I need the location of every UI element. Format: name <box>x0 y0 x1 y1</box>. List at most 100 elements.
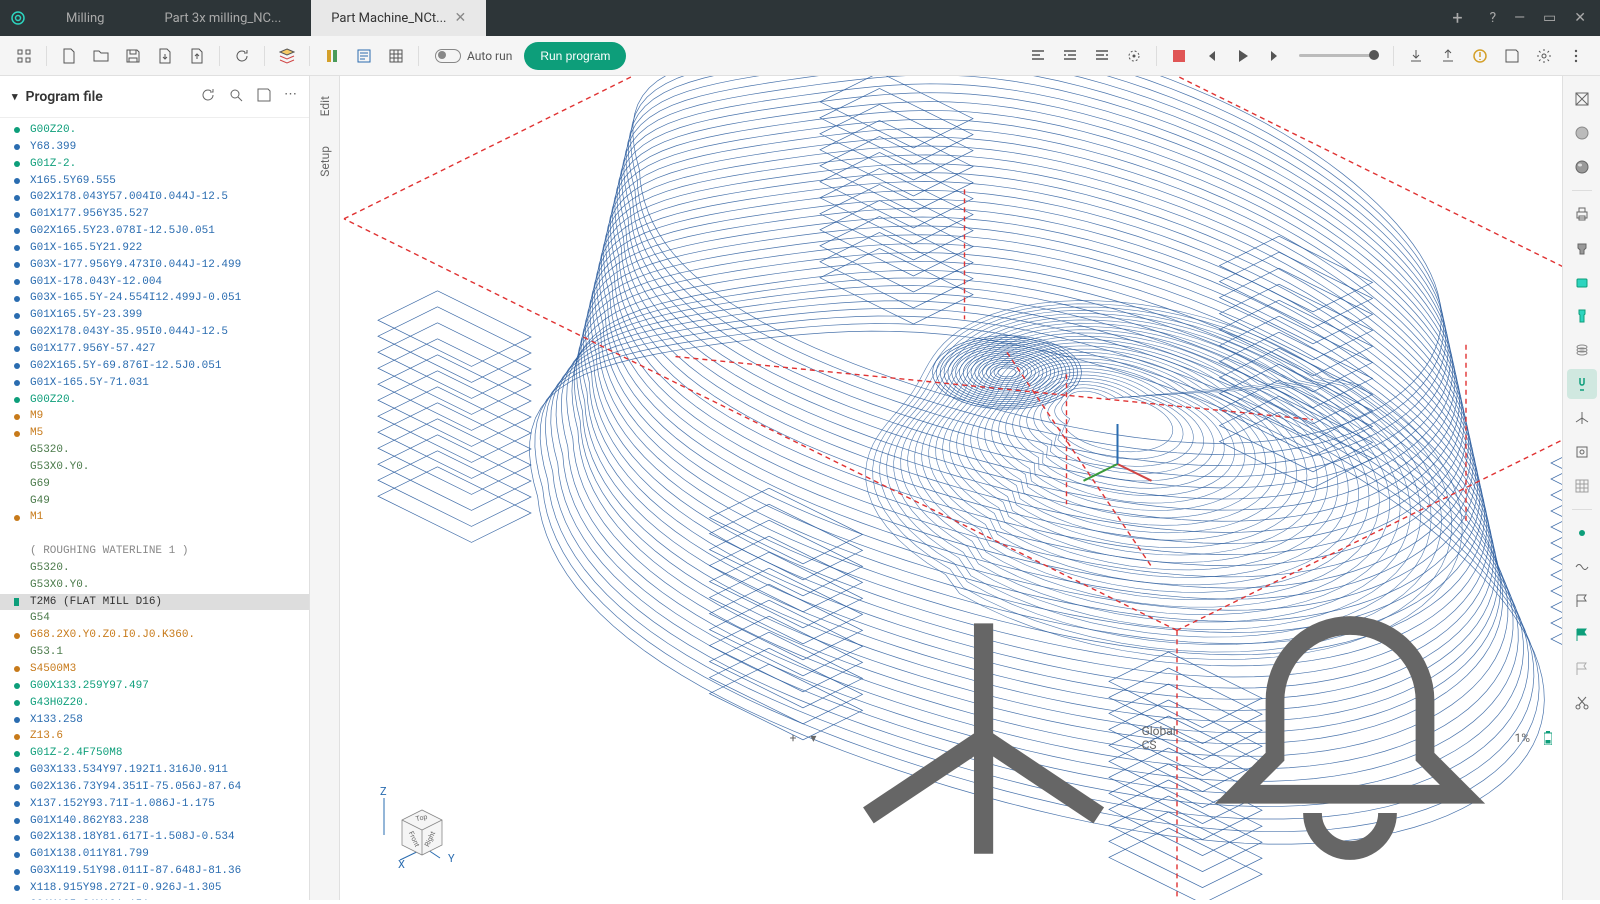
axis-icon[interactable] <box>1567 403 1597 433</box>
code-line[interactable]: G43H0Z20. <box>0 695 309 712</box>
run-program-button[interactable]: Run program <box>524 42 626 70</box>
code-line[interactable]: G53X0.Y0. <box>0 459 309 476</box>
settings-icon[interactable] <box>1530 42 1558 70</box>
warning-icon[interactable] <box>1466 42 1494 70</box>
code-line[interactable]: G5320. <box>0 442 309 459</box>
render-icon[interactable] <box>1567 152 1597 182</box>
code-line[interactable]: X137.152Y93.71I-1.086J-1.175 <box>0 796 309 813</box>
table-icon[interactable] <box>382 42 410 70</box>
more-sidebar-icon[interactable]: ⋯ <box>284 87 297 107</box>
code-line[interactable]: G02X136.73Y94.351I-75.056J-87.64 <box>0 779 309 796</box>
layers-icon[interactable] <box>273 42 301 70</box>
code-line[interactable]: G68.2X0.Y0.Z0.I0.J0.K360. <box>0 627 309 644</box>
code-line[interactable]: Y68.399 <box>0 139 309 156</box>
target-icon[interactable] <box>1120 42 1148 70</box>
help-icon[interactable]: ? <box>1489 10 1496 26</box>
stock-icon[interactable] <box>1567 267 1597 297</box>
skip-back-icon[interactable] <box>1197 42 1225 70</box>
refresh-sidebar-icon[interactable] <box>200 87 216 107</box>
dot-icon[interactable] <box>1567 518 1597 548</box>
indent-left-icon[interactable] <box>1056 42 1084 70</box>
code-line[interactable]: G01X177.956Y35.527 <box>0 206 309 223</box>
new-file-icon[interactable] <box>55 42 83 70</box>
save-sidebar-icon[interactable] <box>256 87 272 107</box>
code-line[interactable] <box>0 526 309 543</box>
code-line[interactable]: G01X-165.5Y-71.031 <box>0 375 309 392</box>
save-icon[interactable] <box>119 42 147 70</box>
code-line[interactable]: G03X119.51Y98.011I-87.648J-81.36 <box>0 863 309 880</box>
code-line[interactable]: G01Z-2.4F750M8 <box>0 745 309 762</box>
code-icon[interactable] <box>350 42 378 70</box>
code-line[interactable]: G03X-177.956Y9.473I0.044J-12.499 <box>0 257 309 274</box>
code-line[interactable]: S4500M3 <box>0 661 309 678</box>
grid-icon[interactable] <box>1567 471 1597 501</box>
export-icon[interactable] <box>151 42 179 70</box>
code-line[interactable]: G00X133.259Y97.497 <box>0 678 309 695</box>
fixture-icon[interactable] <box>1567 233 1597 263</box>
code-line[interactable]: Z13.6 <box>0 728 309 745</box>
apps-icon[interactable] <box>10 42 38 70</box>
code-line[interactable]: G69 <box>0 476 309 493</box>
shaded-icon[interactable] <box>1567 118 1597 148</box>
code-line[interactable]: M1 <box>0 509 309 526</box>
code-line[interactable]: G02X165.5Y-69.876I-12.5J0.051 <box>0 358 309 375</box>
code-line[interactable]: G5320. <box>0 560 309 577</box>
battery-icon[interactable] <box>1544 731 1552 745</box>
code-line[interactable]: X118.915Y98.272I-0.926J-1.305 <box>0 880 309 897</box>
bell-icon[interactable] <box>1200 588 1500 888</box>
dropdown-icon[interactable]: ▾ <box>810 731 816 745</box>
machine-icon[interactable] <box>1567 437 1597 467</box>
code-line[interactable]: G49 <box>0 493 309 510</box>
import-icon[interactable] <box>183 42 211 70</box>
save2-icon[interactable] <box>1498 42 1526 70</box>
tab-2[interactable]: Part Machine_NCt...✕ <box>311 0 486 36</box>
close-icon[interactable]: ✕ <box>1574 10 1586 26</box>
speed-slider[interactable] <box>1299 54 1379 57</box>
wave-icon[interactable] <box>1567 552 1597 582</box>
layers2-icon[interactable] <box>1567 335 1597 365</box>
code-line[interactable]: G00Z20. <box>0 392 309 409</box>
code-line[interactable]: X165.5Y69.555 <box>0 173 309 190</box>
chevron-down-icon[interactable]: ▾ <box>12 90 18 103</box>
upload-icon[interactable] <box>1434 42 1462 70</box>
tab-close-icon[interactable]: ✕ <box>454 10 466 26</box>
code-line[interactable]: T2M6 (FLAT MILL D16) <box>0 594 309 611</box>
toggle-switch[interactable] <box>435 49 461 63</box>
tab-add-button[interactable]: + <box>1439 8 1475 29</box>
code-line[interactable]: M9 <box>0 408 309 425</box>
refresh-icon[interactable] <box>228 42 256 70</box>
tool-holder-icon[interactable] <box>1567 301 1597 331</box>
vtab-edit[interactable]: Edit <box>318 96 332 116</box>
code-list[interactable]: G00Z20.Y68.399G01Z-2.X165.5Y69.555G02X17… <box>0 118 309 900</box>
code-line[interactable]: G53X0.Y0. <box>0 577 309 594</box>
search-icon[interactable] <box>228 87 244 107</box>
autorun-toggle[interactable]: Auto run <box>427 49 520 63</box>
open-folder-icon[interactable] <box>87 42 115 70</box>
tab-1[interactable]: Part 3x milling_NC... <box>134 0 311 36</box>
add-button[interactable]: + <box>790 731 797 745</box>
tab-0[interactable]: Milling <box>36 0 134 36</box>
flag2-icon[interactable] <box>1567 620 1597 650</box>
code-line[interactable]: G54 <box>0 610 309 627</box>
code-line[interactable]: G00Z20. <box>0 122 309 139</box>
print-icon[interactable] <box>1567 199 1597 229</box>
download-icon[interactable] <box>1402 42 1430 70</box>
code-line[interactable]: G01X165.5Y-23.399 <box>0 307 309 324</box>
code-line[interactable]: G03X-165.5Y-24.554I12.499J-0.051 <box>0 290 309 307</box>
tool-icon[interactable] <box>318 42 346 70</box>
code-line[interactable]: G02X178.043Y-35.95I0.044J-12.5 <box>0 324 309 341</box>
skip-forward-icon[interactable] <box>1261 42 1289 70</box>
code-line[interactable]: G01X140.862Y83.238 <box>0 813 309 830</box>
zoom-level[interactable]: 1% <box>1514 731 1530 745</box>
code-line[interactable]: G53.1 <box>0 644 309 661</box>
flag1-icon[interactable] <box>1567 586 1597 616</box>
code-line[interactable]: G02X138.18Y81.617I-1.508J-0.534 <box>0 829 309 846</box>
code-line[interactable]: G01X177.956Y-57.427 <box>0 341 309 358</box>
code-line[interactable]: M5 <box>0 425 309 442</box>
code-line[interactable]: G01X-178.043Y-12.004 <box>0 274 309 291</box>
code-line[interactable]: G01X138.011Y81.799 <box>0 846 309 863</box>
flag3-icon[interactable] <box>1567 654 1597 684</box>
cut-icon[interactable] <box>1567 688 1597 718</box>
code-line[interactable]: X133.258 <box>0 712 309 729</box>
indent-right-icon[interactable] <box>1088 42 1116 70</box>
